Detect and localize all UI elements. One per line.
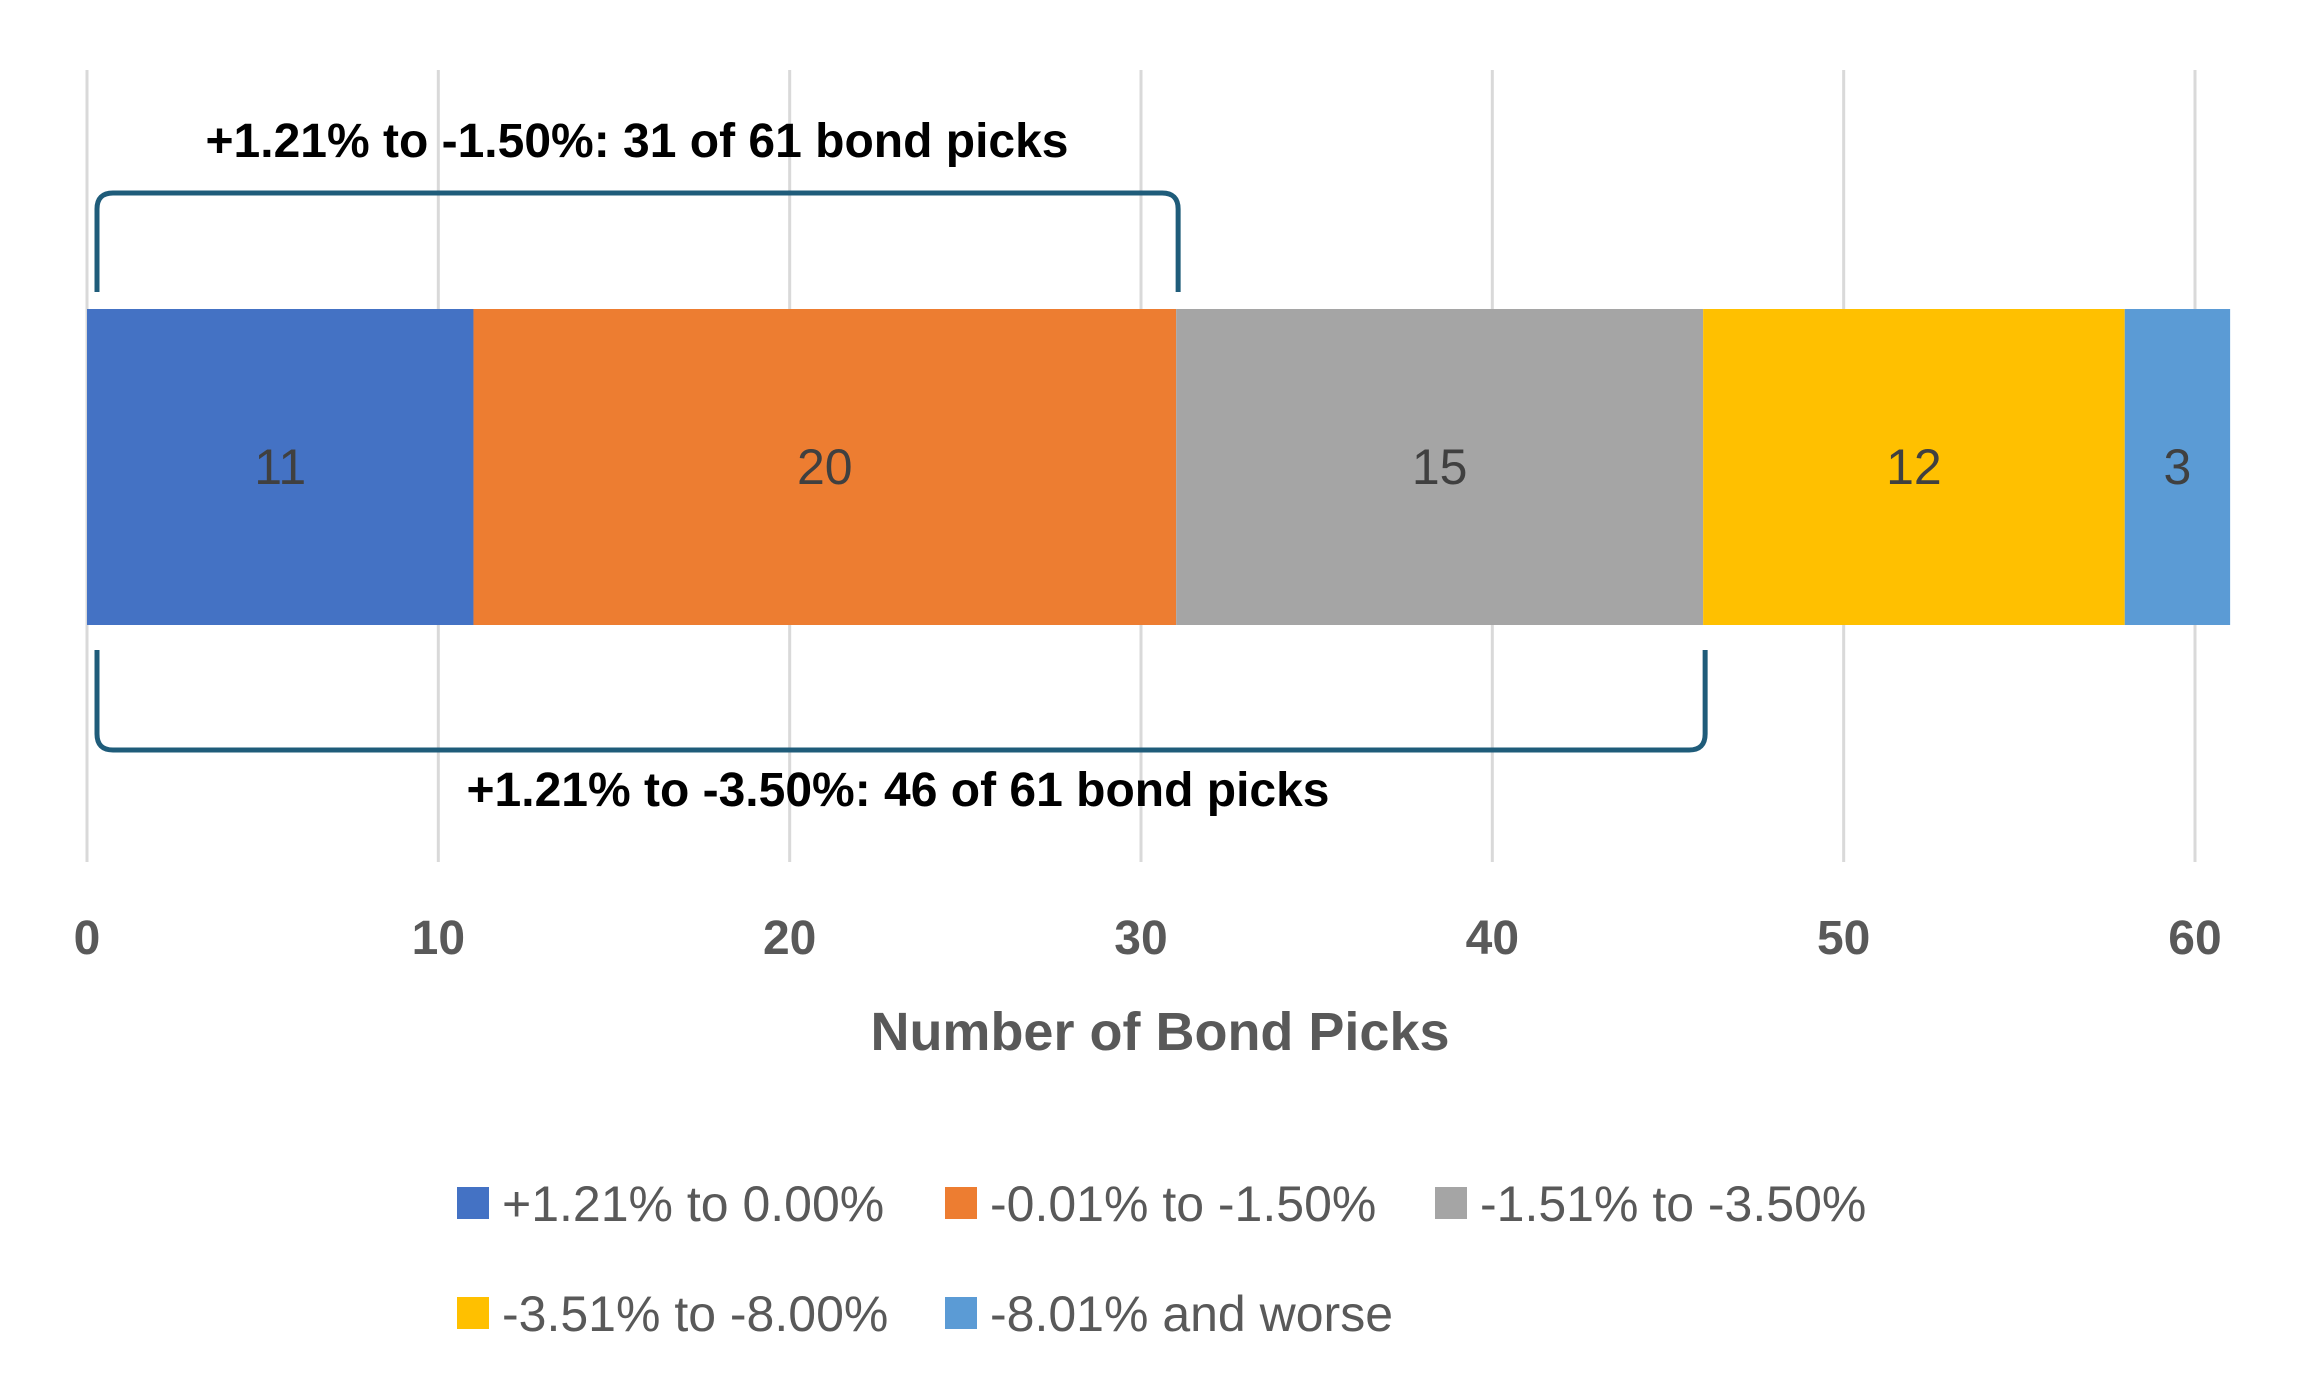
x-tick-label: 60 — [2168, 912, 2221, 965]
legend-swatch — [945, 1187, 977, 1219]
legend-swatch — [457, 1297, 489, 1329]
legend-swatch — [1435, 1187, 1467, 1219]
legend-label: -3.51% to -8.00% — [502, 1286, 888, 1342]
bar-segment — [473, 309, 1177, 625]
bar-segment — [1176, 309, 1704, 625]
x-axis-ticks: 0 10 20 30 40 50 60 — [74, 912, 2222, 965]
legend-swatch — [945, 1297, 977, 1329]
x-tick-label: 40 — [1466, 912, 1519, 965]
data-label: 15 — [1412, 439, 1468, 495]
x-tick-label: 30 — [1114, 912, 1167, 965]
annotation-bracket — [94, 190, 1181, 292]
annotation-brackets: +1.21% to -1.50%: 31 of 61 bond picks +1.… — [94, 115, 1708, 817]
legend-label: -1.51% to -3.50% — [1480, 1176, 1866, 1232]
data-label: 11 — [254, 439, 306, 495]
annotation-label: +1.21% to -3.50%: 46 of 61 bond picks — [467, 764, 1330, 817]
legend: +1.21% to 0.00% -0.01% to -1.50% -1.51% to… — [457, 1176, 1866, 1342]
annotation-label: +1.21% to -1.50%: 31 of 61 bond picks — [206, 115, 1069, 168]
legend-swatch — [457, 1187, 489, 1219]
bar-segment — [1703, 309, 2125, 625]
x-axis-title: Number of Bond Picks — [870, 1002, 1449, 1062]
x-tick-label: 50 — [1817, 912, 1870, 965]
data-label: 20 — [797, 439, 853, 495]
bar-segment — [87, 309, 474, 625]
legend-label: +1.21% to 0.00% — [502, 1176, 884, 1232]
x-tick-label: 0 — [74, 912, 101, 965]
data-label: 12 — [1886, 439, 1942, 495]
annotation-bracket — [94, 650, 1708, 753]
bar-segment — [2124, 309, 2231, 625]
legend-label: -0.01% to -1.50% — [990, 1176, 1376, 1232]
bar-segments: 11 20 15 12 3 — [87, 309, 2231, 625]
x-tick-label: 20 — [763, 912, 816, 965]
data-label: 3 — [2164, 439, 2192, 495]
legend-label: -8.01% and worse — [990, 1286, 1393, 1342]
x-tick-label: 10 — [412, 912, 465, 965]
